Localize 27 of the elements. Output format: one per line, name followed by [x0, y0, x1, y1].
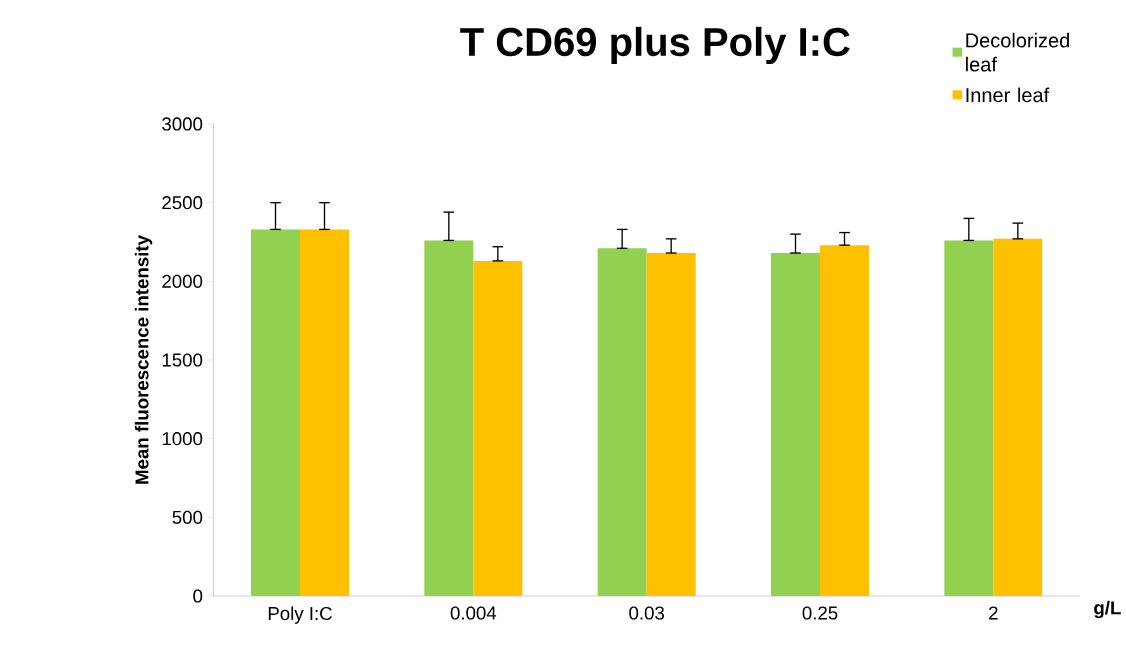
legend-label: Inner leaf [966, 87, 1050, 103]
bar [771, 253, 820, 596]
bar [944, 240, 994, 596]
y-tick-label: 1500 [162, 353, 203, 367]
y-tick-label: 1000 [162, 432, 203, 446]
chart-title: T CD69 plus Poly I:C [460, 26, 850, 65]
bar [993, 238, 1043, 596]
bar [820, 245, 870, 596]
y-axis-title: Mean fluorescence intensity [134, 235, 153, 484]
bar [597, 248, 647, 596]
x-tick-label: 0.03 [629, 606, 665, 620]
bar [473, 260, 523, 596]
bar [251, 229, 300, 596]
x-tick-label: 2 [989, 606, 998, 620]
x-tick-label: 0.25 [802, 606, 838, 620]
x-tick-label: Poly I:C [268, 606, 332, 624]
bar [300, 229, 350, 596]
y-tick-label: 500 [172, 510, 203, 524]
bar [646, 253, 696, 596]
x-axis-title: g/L [1094, 600, 1121, 619]
x-tick-label: 0.004 [450, 606, 497, 620]
y-tick-label: 2500 [162, 196, 203, 210]
bar [424, 240, 474, 596]
y-tick-label: 2000 [162, 274, 203, 288]
y-tick-label: 0 [193, 589, 203, 603]
legend-label: Decolorized leaf [966, 32, 1069, 72]
y-tick-label: 3000 [162, 117, 203, 131]
